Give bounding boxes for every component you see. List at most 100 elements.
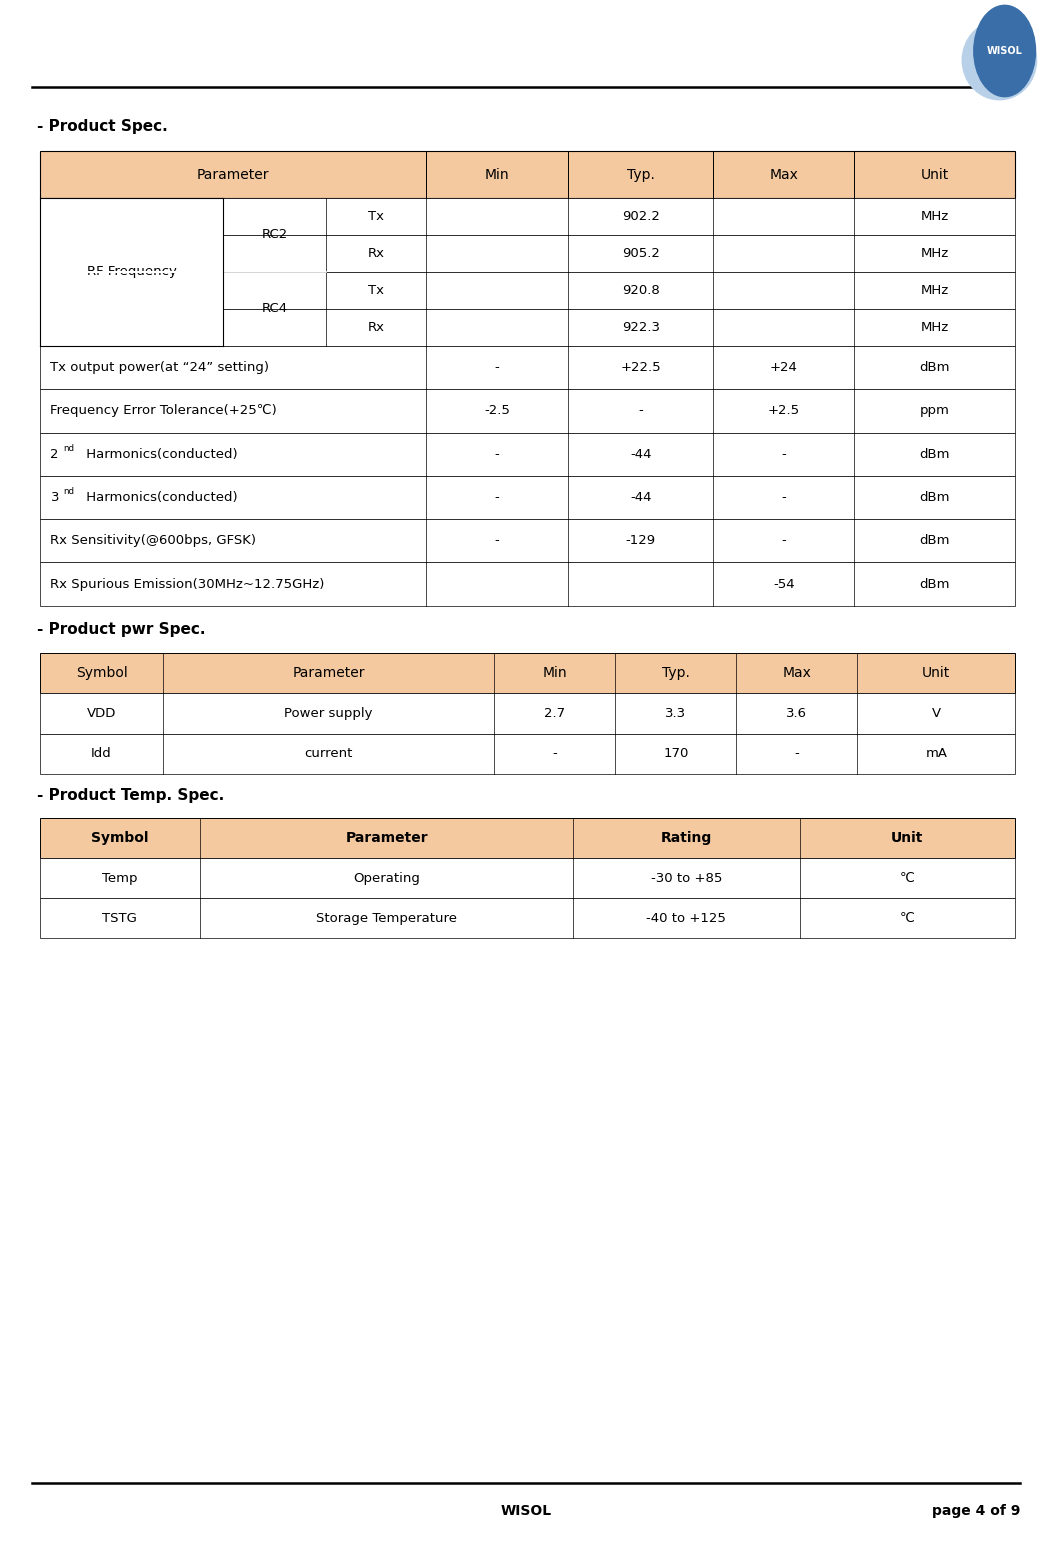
Text: -: - [782,491,786,504]
Text: MHz: MHz [920,321,949,334]
Bar [40,562,1015,606]
Text: Rating: Rating [661,831,712,845]
Text: 902.2: 902.2 [622,210,660,222]
Text: page 4 of 9: page 4 of 9 [932,1503,1020,1519]
Bar [40,476,1015,519]
Bar [40,898,1015,938]
Text: dBm: dBm [919,578,950,590]
Text: -: - [552,748,558,760]
Text: -2.5: -2.5 [484,405,510,417]
Text: dBm: dBm [919,491,950,504]
Bar [40,198,1015,235]
Text: -44: -44 [630,448,651,460]
Bar [40,272,1015,309]
Text: ℃: ℃ [899,912,915,925]
Text: -: - [782,535,786,547]
Text: RC2: RC2 [262,229,287,241]
Text: Symbol: Symbol [92,831,148,845]
Text: Tx output power(at “24” setting): Tx output power(at “24” setting) [50,362,269,374]
Text: MHz: MHz [920,284,949,297]
Text: Rx: Rx [367,247,385,260]
Text: Max: Max [769,167,798,182]
Text: RF Frequency: RF Frequency [86,266,177,278]
Text: -: - [494,535,500,547]
Bar [40,389,1015,433]
Bar [40,857,1015,898]
Text: Tx: Tx [368,210,384,222]
Text: Harmonics(conducted): Harmonics(conducted) [82,448,238,460]
Text: MHz: MHz [920,247,949,260]
Bar [40,151,1015,198]
Text: -: - [794,748,800,760]
Text: - Product pwr Spec.: - Product pwr Spec. [37,623,205,637]
Text: 2.7: 2.7 [544,708,566,720]
Text: +2.5: +2.5 [768,405,800,417]
Text: -54: -54 [773,578,794,590]
Text: 3.3: 3.3 [665,708,687,720]
Text: dBm: dBm [919,362,950,374]
Text: Idd: Idd [92,748,112,760]
Text: WISOL: WISOL [501,1503,551,1519]
Text: dBm: dBm [919,448,950,460]
Text: -: - [494,448,500,460]
Bar [40,433,1015,476]
Text: Power supply: Power supply [284,708,373,720]
Text: - Product Spec.: - Product Spec. [37,119,167,134]
Text: Harmonics(conducted): Harmonics(conducted) [82,491,238,504]
Text: Symbol: Symbol [76,666,127,680]
Bar [40,654,1015,694]
Text: Max: Max [783,666,811,680]
Bar [40,346,1015,389]
Circle shape [973,5,1036,97]
Text: 905.2: 905.2 [622,247,660,260]
Text: Tx: Tx [368,284,384,297]
Text: -129: -129 [626,535,655,547]
Text: Unit: Unit [920,167,949,182]
Text: -: - [782,448,786,460]
Text: Rx Spurious Emission(30MHz~12.75GHz): Rx Spurious Emission(30MHz~12.75GHz) [50,578,325,590]
Text: +24: +24 [770,362,797,374]
Text: 920.8: 920.8 [622,284,660,297]
Text: V: V [932,708,940,720]
Text: -: - [639,405,643,417]
Text: -: - [494,491,500,504]
Bar [40,694,1015,734]
Text: nd: nd [63,487,74,496]
Text: 3: 3 [50,491,59,504]
Text: Unit: Unit [923,666,950,680]
Text: Min: Min [543,666,567,680]
Text: Operating: Operating [353,871,420,885]
Text: RC4: RC4 [262,303,287,315]
Text: mA: mA [926,748,947,760]
Ellipse shape [962,20,1037,100]
Text: -30 to +85: -30 to +85 [651,871,722,885]
Text: +22.5: +22.5 [621,362,661,374]
Bar [40,817,1015,857]
Text: - Product Temp. Spec.: - Product Temp. Spec. [37,788,224,803]
Text: 3.6: 3.6 [787,708,807,720]
Text: 2: 2 [50,448,59,460]
Text: -40 to +125: -40 to +125 [647,912,726,925]
Text: 170: 170 [663,748,689,760]
Text: WISOL: WISOL [987,46,1023,56]
Text: Parameter: Parameter [345,831,428,845]
Text: Parameter: Parameter [197,167,269,182]
Text: Parameter: Parameter [292,666,365,680]
Bar [40,734,1015,774]
Text: Rx Sensitivity(@600bps, GFSK): Rx Sensitivity(@600bps, GFSK) [50,535,257,547]
Text: 922.3: 922.3 [622,321,660,334]
Text: Unit: Unit [891,831,924,845]
Text: Temp: Temp [102,871,138,885]
Text: ppm: ppm [919,405,950,417]
Text: Frequency Error Tolerance(+25℃): Frequency Error Tolerance(+25℃) [50,405,278,417]
Text: VDD: VDD [87,708,116,720]
Text: -: - [494,362,500,374]
Bar [40,309,1015,346]
Text: MHz: MHz [920,210,949,222]
Text: ℃: ℃ [899,871,915,885]
Text: Storage Temperature: Storage Temperature [316,912,458,925]
Text: nd: nd [63,443,74,453]
Bar [40,235,1015,272]
Text: Min: Min [485,167,509,182]
Bar [40,519,1015,562]
